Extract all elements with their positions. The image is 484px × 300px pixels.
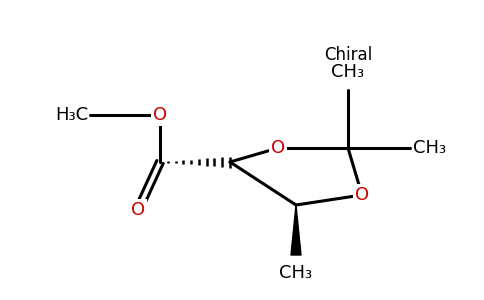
Text: H₃C: H₃C bbox=[56, 106, 89, 124]
Text: O: O bbox=[131, 201, 145, 219]
Text: CH₃: CH₃ bbox=[279, 264, 313, 282]
Polygon shape bbox=[291, 205, 301, 255]
Text: CH₃: CH₃ bbox=[332, 63, 364, 81]
Text: O: O bbox=[271, 139, 285, 157]
Text: O: O bbox=[355, 186, 369, 204]
Text: Chiral: Chiral bbox=[324, 46, 372, 64]
Text: O: O bbox=[153, 106, 167, 124]
Text: CH₃: CH₃ bbox=[413, 139, 446, 157]
